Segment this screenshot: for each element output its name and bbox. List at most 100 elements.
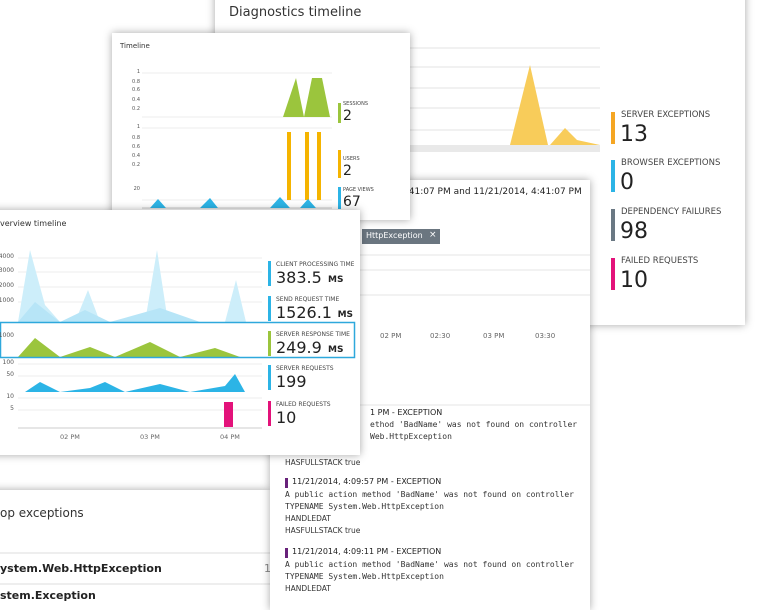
typename: TYPENAME System.Web.HttpException (285, 572, 444, 581)
y-labels: 10 (6, 393, 14, 400)
bar (317, 132, 321, 200)
value: 0 (620, 170, 634, 195)
session-ticks: 0.8 (132, 79, 140, 85)
label: SESSIONS (343, 101, 369, 107)
area (25, 374, 245, 392)
metric-bar (268, 296, 271, 321)
label: CLIENT PROCESSING TIME (276, 261, 355, 268)
filter-chip[interactable] (362, 229, 440, 244)
user-ticks: 0.6 (132, 144, 140, 150)
y-labels: 2000 (0, 282, 14, 289)
area (304, 78, 330, 117)
x-labels: 03:30 (535, 332, 556, 340)
band (405, 145, 600, 152)
area (18, 250, 60, 322)
hasfullstack: HASFULLSTACK true (285, 526, 361, 535)
label: SERVER RESPONSE TIME (276, 331, 350, 338)
diagnostics-chart (405, 47, 615, 290)
range: 1:41:07 PM and 11/21/2014, 4:41:07 PM (400, 187, 582, 197)
bar (287, 132, 291, 200)
value: 67 (343, 194, 361, 210)
user-ticks: 0.2 (132, 162, 140, 168)
hasfullstack: HASFULLSTACK true (285, 458, 361, 467)
value: 10 (620, 268, 648, 293)
session-ticks: 0.6 (132, 87, 140, 93)
area (200, 198, 218, 208)
value: 98 (620, 219, 648, 244)
area (283, 78, 304, 117)
metric-bar (268, 365, 271, 390)
area (550, 128, 600, 145)
metric-bar (611, 209, 615, 241)
x-labels: 04 PM (220, 433, 240, 441)
area (225, 280, 246, 322)
x-labels: 03 PM (140, 433, 160, 441)
label: DEPENDENCY FAILURES (621, 207, 722, 217)
bar (224, 402, 233, 427)
area (145, 250, 168, 322)
title: Diagnostics timeline (229, 5, 362, 20)
name: ystem.Web.HttpException (0, 562, 162, 575)
metric-bar (268, 331, 271, 356)
label: SERVER REQUESTS (276, 365, 334, 372)
title: 1 PM - EXCEPTION (370, 408, 443, 417)
pageview-ticks: 20 (133, 186, 140, 192)
y-labels: 100 (2, 359, 14, 366)
y-labels: 1000 (0, 332, 14, 339)
area (18, 338, 240, 357)
y-labels: 1000 (0, 297, 14, 304)
highlight[interactable] (0, 321, 356, 359)
label: PAGE VIEWS (343, 187, 374, 193)
label: SERVER EXCEPTIONS (621, 110, 711, 120)
title: 11/21/2014, 4:09:57 PM - EXCEPTION (292, 477, 442, 486)
metric-bar (611, 112, 615, 144)
message: A public action method 'BadName' was not… (285, 490, 574, 499)
filter[interactable]: HttpException (366, 231, 423, 240)
title: Timeline (120, 42, 150, 50)
value: 199 (276, 372, 307, 391)
name: stem.Exception (0, 589, 96, 602)
unit: MS (337, 310, 354, 320)
user-ticks: 0.4 (132, 153, 140, 159)
y-labels: 3000 (0, 267, 14, 274)
unit: MS (328, 275, 344, 285)
top-exceptions-panel: op exceptions ystem.Web.HttpException 1 ste… (0, 490, 270, 610)
count: 1 (264, 562, 270, 575)
message: ethod 'BadName' was not found on control… (370, 420, 578, 429)
typename: TYPENAME System.Web.HttpException (285, 502, 444, 511)
dividers (0, 552, 270, 585)
value: 249.9 (276, 338, 322, 357)
area (270, 197, 290, 208)
metric-bar (268, 261, 271, 286)
area (510, 65, 548, 145)
session-ticks: 0.2 (132, 106, 140, 112)
x-labels: 02 PM (380, 332, 402, 340)
value: 2 (343, 108, 352, 124)
session-ticks: 1 (136, 69, 140, 75)
metric-bar (338, 187, 341, 209)
area (18, 302, 200, 322)
label: USERS (343, 156, 360, 162)
typename: Web.HttpException (370, 432, 452, 441)
result-marker (285, 548, 288, 558)
handledat: HANDLEDAT (285, 514, 331, 523)
title: op exceptions (0, 506, 84, 520)
message: A public action method 'BadName' was not… (285, 560, 574, 569)
area (150, 199, 166, 208)
overview-chart (0, 250, 356, 429)
overview-panel: verview timeline 4000 3000 2000 1000 1000 100 5… (0, 210, 360, 455)
close[interactable]: × (429, 230, 437, 240)
unit: MS (328, 345, 344, 355)
handledat: HANDLEDAT (285, 584, 331, 593)
session-ticks: 0.4 (132, 97, 140, 103)
value: 10 (276, 408, 297, 427)
title: verview timeline (0, 219, 67, 228)
user-ticks: 0.8 (132, 135, 140, 141)
label: FAILED REQUESTS (621, 256, 699, 266)
user-ticks: 1 (136, 124, 140, 130)
metric-bar (268, 401, 271, 426)
value: 1526.1 (276, 303, 332, 322)
value: 2 (343, 163, 352, 179)
result-marker (285, 478, 288, 488)
